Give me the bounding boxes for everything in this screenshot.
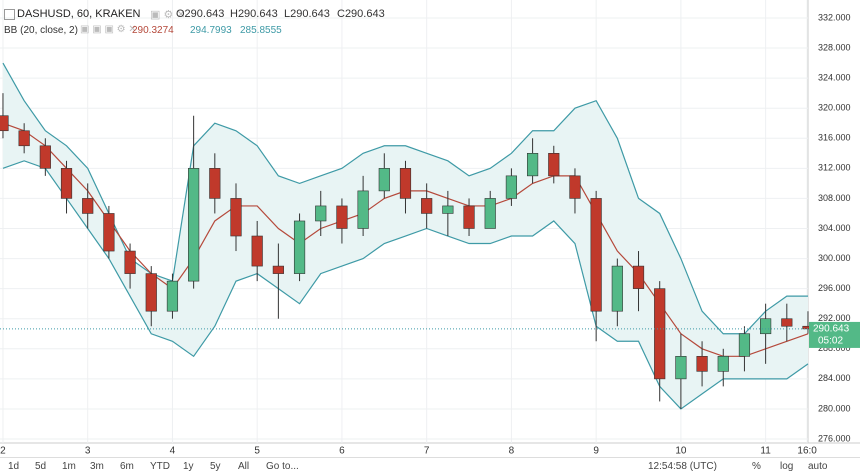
- candle-body: [378, 168, 390, 192]
- candle-body: [124, 250, 136, 274]
- candle-body: [188, 168, 200, 282]
- candle-body: [548, 153, 560, 177]
- candle-body: [145, 273, 157, 312]
- candle-body: [717, 356, 729, 372]
- band-line: [2, 160, 809, 410]
- price-tag: 290.643: [813, 324, 850, 335]
- y-tick-label: 328.000: [818, 42, 851, 52]
- bb-basis: 290.3274: [132, 25, 174, 36]
- high-value: H290.643: [230, 8, 278, 20]
- candle-body: [399, 168, 412, 199]
- low-value: L290.643: [284, 8, 330, 20]
- toolbar-item[interactable]: 1d: [8, 461, 20, 472]
- candle-body: [272, 265, 284, 274]
- toolbar: 1d 5d 1m 3m 6m YTD 1y 5y All Go to... 12:54:58 (UT…: [0, 457, 860, 475]
- chart: 276.000 280.000 284.000 288.000 292.000 296.0…: [0, 0, 860, 457]
- candle-body: [738, 333, 751, 357]
- toolbar-item[interactable]: 1y: [183, 461, 194, 472]
- candle-body: [166, 280, 179, 312]
- x-tick-label: 4: [170, 446, 176, 457]
- candle-body: [611, 265, 623, 312]
- x-tick-label: 16:0: [797, 446, 817, 457]
- x-tick-label: 8: [509, 446, 515, 457]
- candle-body: [315, 205, 327, 222]
- candle-body: [632, 265, 645, 289]
- y-tick-label: 320.000: [818, 103, 851, 113]
- indicator-name: BB (20, close, 2): [4, 25, 78, 36]
- y-tick-label: 332.000: [818, 12, 851, 22]
- symbol-buttons[interactable]: ▣ ⚙ ✕: [150, 9, 186, 21]
- y-tick-label: 304.000: [818, 223, 851, 233]
- bb-lower: 285.8555: [240, 25, 282, 36]
- y-tick-label: 316.000: [818, 133, 851, 143]
- y-tick-label: 300.000: [818, 253, 851, 263]
- candle-body: [251, 235, 263, 267]
- indicator-buttons[interactable]: ▣ ▣ ▣ ⚙ ✕: [80, 24, 137, 35]
- toolbar-item[interactable]: 6m: [120, 461, 134, 472]
- y-tick-label: 284.000: [818, 373, 851, 383]
- x-tick-label: 7: [424, 446, 430, 457]
- candle-body: [696, 356, 708, 372]
- candle-body: [526, 153, 539, 177]
- candle-body: [505, 175, 518, 199]
- y-tick-label: 324.000: [818, 72, 851, 82]
- candle-body: [336, 205, 348, 229]
- symbol: DASHUSD, 60, KRAKEN: [17, 8, 141, 20]
- candle-body: [463, 205, 475, 229]
- candle-body: [0, 115, 9, 132]
- x-tick-label: 3: [85, 446, 91, 457]
- y-tick-label: 280.000: [818, 403, 851, 413]
- candle-body: [230, 198, 242, 237]
- toolbar-item[interactable]: YTD: [150, 461, 170, 472]
- countdown: 05:02: [818, 336, 843, 347]
- y-tick-label: 288.000: [818, 343, 851, 353]
- candle-body: [39, 145, 51, 169]
- x-tick-label: 9: [593, 446, 599, 457]
- collapse-icon[interactable]: [4, 9, 15, 20]
- open-value: O290.643: [176, 8, 225, 20]
- toolbar-item[interactable]: 3m: [90, 461, 104, 472]
- toolbar-item[interactable]: auto: [808, 461, 828, 472]
- x-tick-label: 6: [339, 446, 345, 457]
- candle-body: [781, 318, 793, 327]
- candle-body: [357, 190, 369, 229]
- close-value: C290.643: [337, 8, 385, 20]
- toolbar-item[interactable]: 5d: [35, 461, 47, 472]
- x-tick-label: 11: [760, 446, 771, 457]
- candle-body: [103, 213, 115, 252]
- candle-body: [18, 130, 30, 147]
- candle-body: [654, 288, 666, 380]
- toolbar-item[interactable]: Go to...: [266, 461, 299, 472]
- price-tag-bg: [809, 321, 860, 348]
- toolbar-item[interactable]: 5y: [210, 461, 221, 472]
- band-line: [2, 62, 808, 335]
- toolbar-item[interactable]: All: [238, 461, 250, 472]
- candle-body: [82, 198, 94, 214]
- toolbar-item: 12:54:58 (UTC): [648, 461, 717, 472]
- y-tick-label: 276.000: [818, 433, 851, 443]
- y-tick-label: 308.000: [818, 193, 851, 203]
- candle-body: [569, 175, 581, 199]
- x-tick-label: 5: [254, 446, 260, 457]
- candle-body: [209, 168, 221, 199]
- bb-upper: 294.7993: [190, 25, 232, 36]
- candle-body: [421, 198, 433, 214]
- y-tick-label: 296.000: [818, 283, 851, 293]
- candle-body: [484, 198, 496, 229]
- candle-body: [760, 318, 772, 335]
- x-tick-label: 10: [675, 446, 687, 457]
- candle-body: [675, 356, 687, 380]
- toolbar-item[interactable]: log: [780, 461, 794, 472]
- x-tick-label: 2: [0, 446, 6, 457]
- candle-body: [590, 198, 602, 312]
- toolbar-item[interactable]: %: [752, 461, 761, 472]
- y-tick-label: 292.000: [818, 313, 851, 323]
- toolbar-item[interactable]: 1m: [62, 461, 76, 472]
- y-tick-label: 312.000: [818, 163, 851, 173]
- candle-body: [60, 168, 73, 199]
- candle-body: [293, 220, 306, 274]
- candle-body: [442, 205, 454, 214]
